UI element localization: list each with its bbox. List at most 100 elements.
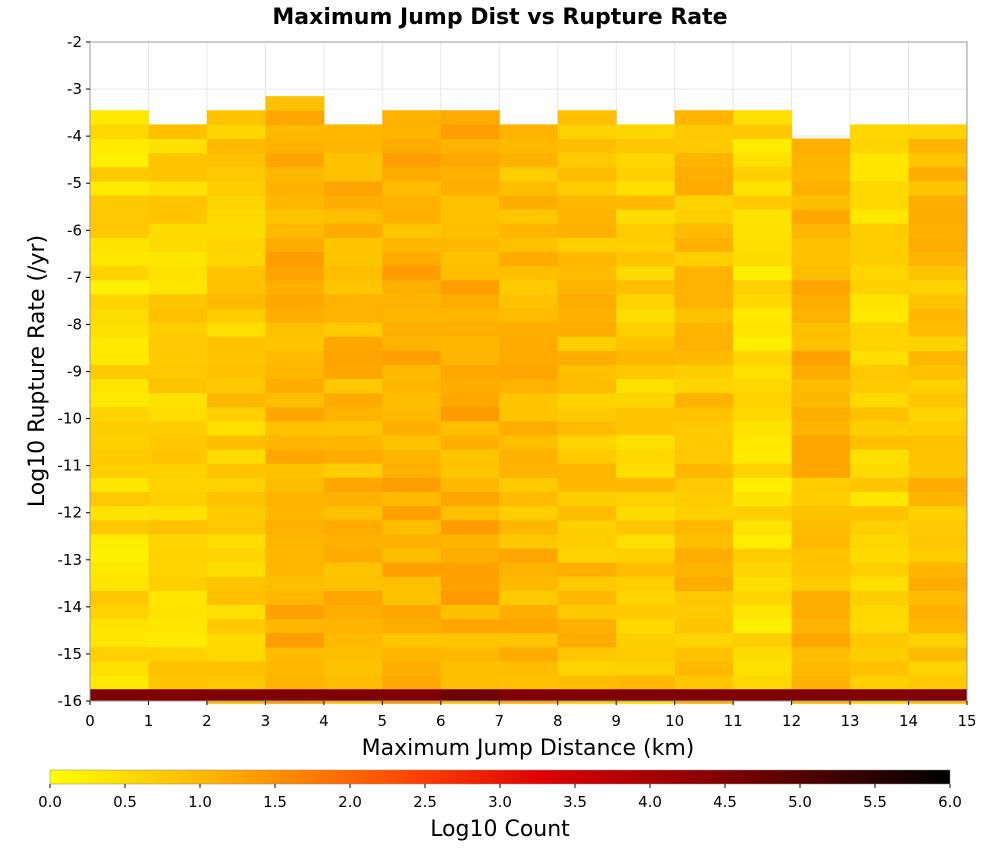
heatmap-cell xyxy=(733,138,793,154)
heatmap-cell xyxy=(733,449,793,464)
heatmap-cell xyxy=(323,660,383,676)
heatmap-cell xyxy=(908,350,968,365)
heatmap-cell xyxy=(674,237,734,252)
heatmap-cell xyxy=(674,491,734,507)
heatmap-cell xyxy=(90,237,149,252)
heatmap-cell xyxy=(148,378,208,394)
heatmap-cell xyxy=(908,293,968,309)
heatmap-cell xyxy=(148,505,208,521)
y-tick-label: -2 xyxy=(67,33,82,51)
colorbar-tick-label: 0.5 xyxy=(113,793,137,811)
heatmap-cell xyxy=(265,124,325,139)
y-tick-label: -15 xyxy=(58,645,83,663)
heatmap-cell xyxy=(206,604,266,620)
heatmap-cell xyxy=(733,562,793,577)
heatmap-cell xyxy=(206,463,266,478)
heatmap-cell xyxy=(323,307,383,323)
heatmap-cell xyxy=(791,307,851,323)
heatmap-cell xyxy=(148,660,208,676)
heatmap-cell xyxy=(791,548,851,563)
heatmap-cell xyxy=(674,519,734,535)
heatmap-cell xyxy=(674,463,734,478)
heatmap-cell xyxy=(850,322,910,337)
heatmap-cell xyxy=(382,223,442,238)
heatmap-cell xyxy=(206,491,266,507)
heatmap-cell-bottom xyxy=(499,689,559,701)
heatmap-cell xyxy=(90,660,149,676)
y-tick-label: -12 xyxy=(58,504,83,522)
heatmap-cell xyxy=(616,166,676,182)
heatmap-cell xyxy=(499,209,559,224)
heatmap-cell xyxy=(499,152,559,168)
heatmap-cell xyxy=(674,618,734,634)
heatmap-cell xyxy=(557,660,617,676)
heatmap-cell xyxy=(440,336,500,351)
heatmap-cell xyxy=(499,463,559,478)
heatmap-cell xyxy=(382,632,442,648)
heatmap-cell xyxy=(499,180,559,196)
heatmap-cell xyxy=(908,194,968,210)
heatmap-cell xyxy=(440,350,500,365)
heatmap-cell xyxy=(499,406,559,422)
heatmap-cell xyxy=(440,293,500,309)
heatmap-cell xyxy=(382,110,442,125)
heatmap-cell xyxy=(850,265,910,281)
heatmap-cell xyxy=(616,618,676,634)
colorbar-tick-label: 6.0 xyxy=(938,793,962,811)
heatmap-cell xyxy=(440,152,500,168)
colorbar-tick-label: 2.5 xyxy=(413,793,437,811)
heatmap-cell xyxy=(440,322,500,337)
heatmap-cell xyxy=(733,660,793,676)
heatmap-cell xyxy=(206,279,266,295)
heatmap-cell xyxy=(206,265,266,281)
heatmap-cell xyxy=(148,632,208,648)
heatmap-cell xyxy=(382,646,442,662)
x-tick-label: 0 xyxy=(85,712,95,730)
heatmap-cell xyxy=(791,533,851,549)
heatmap-cell xyxy=(791,138,851,154)
heatmap-cell xyxy=(90,449,149,464)
heatmap-cell xyxy=(557,322,617,337)
heatmap-cell xyxy=(616,660,676,676)
heatmap-cell xyxy=(791,251,851,267)
heatmap-cell xyxy=(499,533,559,549)
heatmap-cell xyxy=(616,209,676,224)
heatmap-cell xyxy=(616,562,676,577)
heatmap-cell xyxy=(908,675,968,690)
heatmap-cell xyxy=(323,632,383,648)
heatmap-cell xyxy=(148,166,208,182)
heatmap-cell xyxy=(440,576,500,591)
colorbar-tick-label: 4.0 xyxy=(638,793,662,811)
heatmap-cell xyxy=(616,632,676,648)
heatmap-cell xyxy=(499,604,559,620)
heatmap-cell xyxy=(90,364,149,380)
heatmap-cell xyxy=(616,265,676,281)
heatmap-cell xyxy=(148,223,208,238)
heatmap-cell xyxy=(557,463,617,478)
heatmap-cell xyxy=(908,152,968,168)
heatmap-cell xyxy=(908,138,968,154)
heatmap-cell xyxy=(440,392,500,408)
heatmap-cell xyxy=(733,364,793,380)
heatmap-cell xyxy=(850,604,910,620)
x-tick-label: 14 xyxy=(899,712,918,730)
heatmap-cell xyxy=(616,194,676,210)
heatmap-cell xyxy=(382,152,442,168)
heatmap-cell xyxy=(265,618,325,634)
heatmap-cell xyxy=(616,138,676,154)
heatmap-cell xyxy=(265,646,325,662)
heatmap-cell xyxy=(148,138,208,154)
heatmap-cell xyxy=(616,293,676,309)
heatmap-cell xyxy=(850,618,910,634)
heatmap-cell xyxy=(557,604,617,620)
y-tick-label: -4 xyxy=(67,127,82,145)
heatmap-cell xyxy=(791,336,851,351)
heatmap-cell xyxy=(557,364,617,380)
heatmap-cell xyxy=(148,590,208,606)
chart-title: Maximum Jump Dist vs Rupture Rate xyxy=(272,5,727,30)
heatmap-cell xyxy=(499,491,559,507)
heatmap-cell xyxy=(616,420,676,436)
heatmap-cell xyxy=(908,604,968,620)
heatmap-cell xyxy=(616,505,676,521)
heatmap-cell xyxy=(90,209,149,224)
